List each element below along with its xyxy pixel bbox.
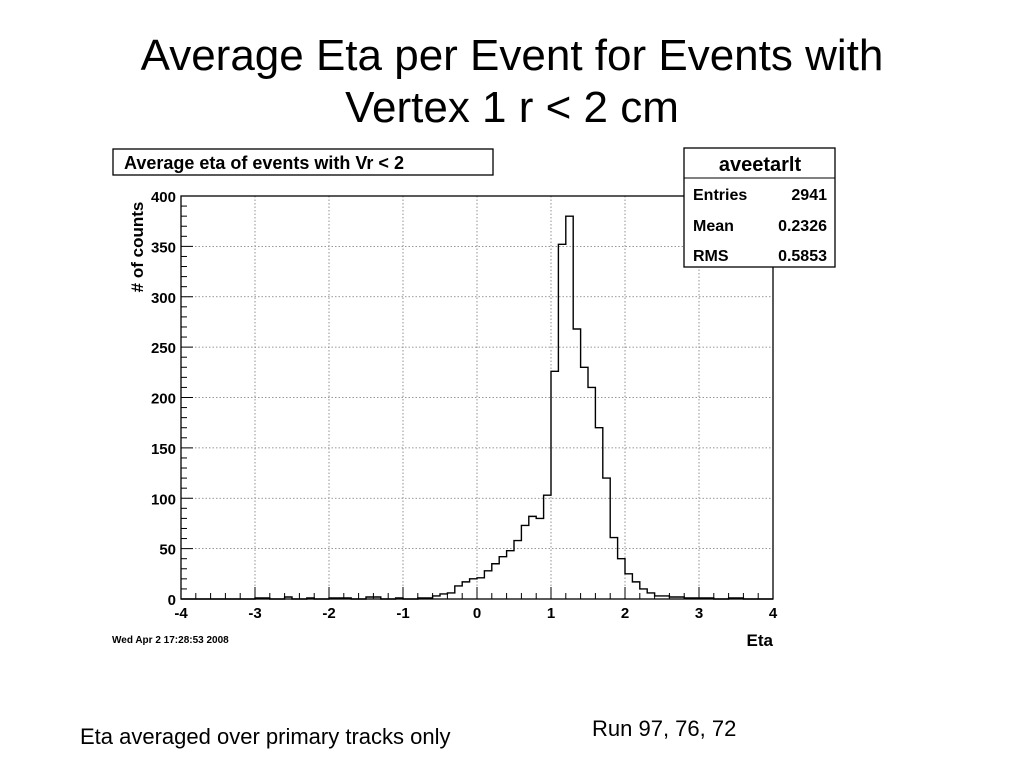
stats-mean-value: 0.2326 [778,218,827,235]
stats-box: aveetarlt Entries 2941 Mean 0.2326 RMS 0… [683,147,836,268]
y-tick-label: 50 [159,542,176,559]
stats-entries-value: 2941 [791,187,827,204]
x-tick-label: -3 [248,605,261,622]
caption-right: Run 97, 76, 72 [592,716,737,741]
stats-name: aveetarlt [719,154,802,176]
timestamp: Wed Apr 2 17:28:53 2008 [112,635,229,646]
x-tick-label: 2 [621,605,629,622]
slide-title: Average Eta per Event for Events with Ve… [0,30,1024,134]
y-tick-label: 0 [168,592,176,609]
y-tick-label: 400 [151,189,176,206]
slide-title-line1: Average Eta per Event for Events with [140,31,884,80]
slide-title-line2: Vertex 1 r < 2 cm [345,83,679,132]
x-tick-label: 3 [695,605,703,622]
chart-title: Average eta of events with Vr < 2 [124,153,404,173]
x-tick-label: 1 [547,605,555,622]
y-tick-label: 200 [151,391,176,408]
x-tick-label: -1 [396,605,409,622]
stats-mean-label: Mean [693,218,734,235]
y-tick-label: 100 [151,491,176,508]
stats-rms-label: RMS [693,248,729,265]
caption-left: Eta averaged over primary tracks only [80,724,451,749]
x-tick-label: 0 [473,605,481,622]
y-tick-label: 150 [151,441,176,458]
grid-layer [181,196,773,599]
histogram-series [181,215,773,600]
y-tick-label: 300 [151,290,176,307]
x-tick-label: 4 [769,605,778,622]
y-axis-label: # of counts [128,202,147,293]
chart-title-box [112,148,494,176]
stats-rms-value: 0.5853 [778,248,827,265]
axis-ticks: -4 -3 -2 -1 0 1 2 3 4 0 50 100 150 200 250 300 350 400 [151,189,778,622]
x-tick-label: -4 [174,605,188,622]
x-tick-label: -2 [322,605,335,622]
stats-entries-label: Entries [693,187,747,204]
x-axis-label: Eta [747,631,774,650]
y-tick-label: 350 [151,239,176,256]
y-tick-label: 250 [151,340,176,357]
